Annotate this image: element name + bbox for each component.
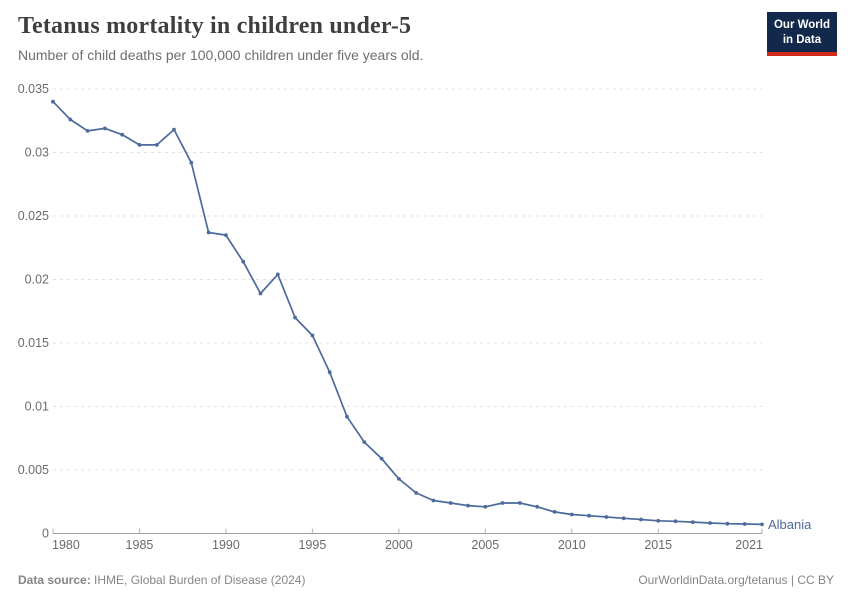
- data-source-label: Data source:: [18, 573, 91, 587]
- data-point[interactable]: [690, 520, 695, 524]
- y-axis-tick-label: 0: [42, 527, 49, 541]
- y-axis-tick-label: 0.03: [25, 146, 49, 160]
- series-label-albania: Albania: [768, 517, 812, 532]
- data-point[interactable]: [725, 521, 730, 526]
- x-axis-tick-label: 1985: [126, 538, 154, 552]
- data-point[interactable]: [345, 414, 349, 419]
- data-point[interactable]: [293, 315, 297, 320]
- data-point[interactable]: [466, 503, 470, 508]
- owid-logo-line1: Our World: [773, 19, 830, 31]
- data-point[interactable]: [362, 440, 367, 444]
- data-point[interactable]: [379, 456, 384, 461]
- chart-subtitle: Number of child deaths per 100,000 child…: [18, 47, 424, 63]
- y-axis-tick-label: 0.015: [18, 336, 49, 350]
- data-point[interactable]: [552, 510, 557, 514]
- x-axis-tick-label: 2010: [558, 538, 586, 552]
- data-point[interactable]: [673, 519, 678, 524]
- data-point[interactable]: [241, 259, 246, 264]
- data-point[interactable]: [103, 126, 107, 131]
- chart-header: Tetanus mortality in children under-5 Nu…: [18, 13, 755, 63]
- data-point[interactable]: [518, 501, 522, 505]
- data-point[interactable]: [621, 516, 626, 521]
- x-axis-tick-label: 2000: [385, 538, 413, 552]
- owid-logo-line2: in Data: [782, 34, 822, 47]
- x-axis-tick-label: 1995: [298, 538, 326, 552]
- x-axis-tick-label: 1990: [212, 538, 240, 552]
- owid-logo[interactable]: Our World in Data: [766, 12, 837, 57]
- x-axis-tick-label: 1980: [52, 538, 80, 552]
- data-point[interactable]: [639, 517, 643, 522]
- data-point[interactable]: [708, 521, 712, 525]
- y-axis-tick-label: 0.02: [25, 273, 49, 287]
- x-axis-tick-label: 2015: [644, 538, 672, 552]
- data-point[interactable]: [397, 477, 401, 481]
- data-point[interactable]: [275, 272, 280, 277]
- y-axis-tick-label: 0.025: [18, 209, 49, 223]
- chart-title: Tetanus mortality in children under-5: [18, 13, 412, 39]
- data-point[interactable]: [189, 160, 194, 165]
- data-line-albania[interactable]: [52, 100, 763, 526]
- data-point[interactable]: [431, 498, 436, 503]
- chart-footer: Data source: IHME, Global Burden of Dise…: [18, 573, 834, 587]
- data-point[interactable]: [569, 512, 574, 517]
- data-source-text: IHME, Global Burden of Disease (2024): [90, 573, 306, 587]
- data-point[interactable]: [500, 501, 505, 505]
- footer-link[interactable]: OurWorldinData.org/tetanus | CC BY: [638, 573, 834, 587]
- data-point[interactable]: [587, 513, 591, 518]
- data-point[interactable]: [414, 491, 418, 495]
- data-point[interactable]: [120, 132, 125, 137]
- data-point[interactable]: [483, 504, 488, 509]
- data-point[interactable]: [154, 143, 159, 147]
- x-axis-tick-label: 2021: [735, 538, 763, 552]
- data-point[interactable]: [604, 515, 609, 519]
- data-point[interactable]: [535, 504, 540, 509]
- data-point[interactable]: [85, 129, 90, 133]
- data-point[interactable]: [224, 233, 228, 238]
- data-point[interactable]: [68, 117, 73, 122]
- x-axis-tick-label: 2005: [471, 538, 499, 552]
- data-source-note: Data source: IHME, Global Burden of Dise…: [18, 573, 305, 587]
- y-axis-tick-label: 0.005: [18, 463, 49, 477]
- data-point[interactable]: [172, 127, 176, 132]
- data-point[interactable]: [742, 522, 747, 526]
- y-axis-tick-label: 0.035: [18, 82, 49, 96]
- data-point[interactable]: [656, 518, 661, 523]
- data-point[interactable]: [448, 501, 453, 505]
- data-point[interactable]: [206, 230, 211, 235]
- data-point[interactable]: [760, 522, 764, 527]
- data-point[interactable]: [327, 370, 332, 375]
- data-point[interactable]: [310, 333, 315, 338]
- y-axis-tick-label: 0.01: [25, 400, 49, 414]
- data-point[interactable]: [51, 99, 55, 104]
- data-point[interactable]: [258, 291, 263, 296]
- data-point[interactable]: [137, 143, 142, 147]
